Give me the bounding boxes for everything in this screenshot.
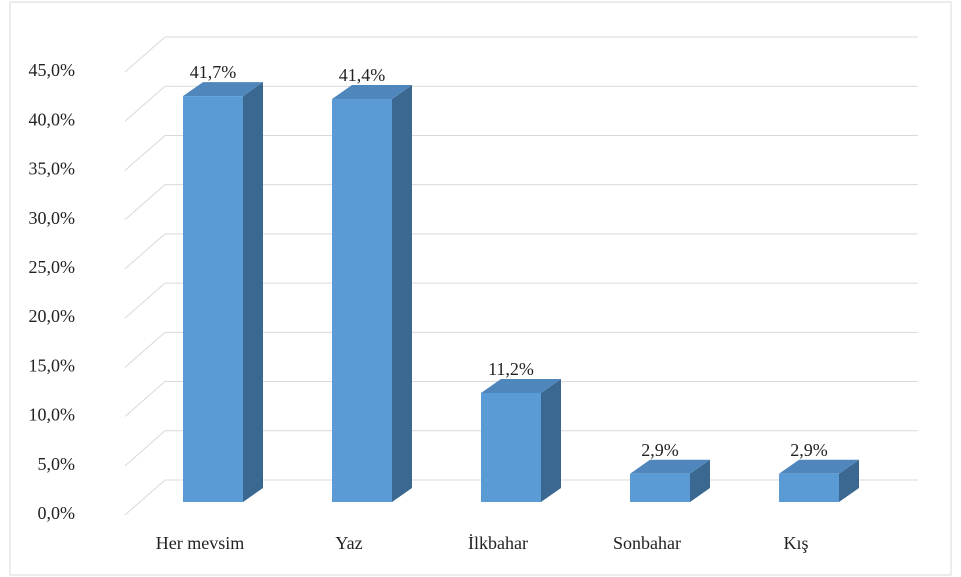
data-label: 41,4%: [339, 65, 386, 85]
x-tick-label: Sonbahar: [613, 533, 681, 553]
bar-top: [183, 82, 263, 97]
y-tick-label: 10,0%: [29, 405, 76, 425]
grid-side: [124, 331, 166, 368]
bar-top: [332, 85, 412, 100]
bar: [630, 473, 690, 502]
grid-side: [124, 85, 166, 122]
data-label: 41,7%: [190, 62, 237, 82]
data-label: 2,9%: [641, 440, 679, 460]
data-label: 2,9%: [790, 440, 828, 460]
bar-side: [541, 378, 561, 502]
grid-side: [124, 479, 166, 516]
grid-side: [124, 36, 166, 73]
bar-side: [839, 459, 859, 502]
bar-side: [690, 459, 710, 502]
bar: [183, 96, 243, 503]
y-tick-label: 20,0%: [29, 306, 76, 326]
y-tick-label: 25,0%: [29, 257, 76, 277]
grid-side: [124, 233, 166, 270]
y-tick-label: 40,0%: [29, 109, 76, 129]
x-tick-label: Yaz: [335, 533, 362, 553]
y-tick-label: 30,0%: [29, 208, 76, 228]
x-tick-label: İlkbahar: [468, 533, 528, 553]
y-tick-label: 5,0%: [38, 454, 76, 474]
bar-side: [392, 85, 412, 502]
bar-top: [630, 459, 710, 474]
data-label: 11,2%: [488, 359, 534, 379]
bar-side: [243, 82, 263, 503]
bar: [481, 392, 541, 502]
x-tick-label: Kış: [783, 533, 808, 553]
y-tick-label: 0,0%: [38, 503, 76, 523]
grid-side: [124, 282, 166, 319]
y-tick-label: 35,0%: [29, 159, 76, 179]
bar: [332, 99, 392, 502]
bar-top: [481, 378, 561, 393]
x-tick-label: Her mevsim: [156, 533, 244, 553]
grid-side: [124, 430, 166, 467]
grid-side: [124, 184, 166, 221]
y-tick-label: 45,0%: [29, 60, 76, 80]
bar: [779, 473, 839, 502]
bar-top: [779, 459, 859, 474]
y-tick-label: 15,0%: [29, 355, 76, 375]
grid-side: [124, 135, 166, 171]
grid-side: [124, 381, 166, 417]
